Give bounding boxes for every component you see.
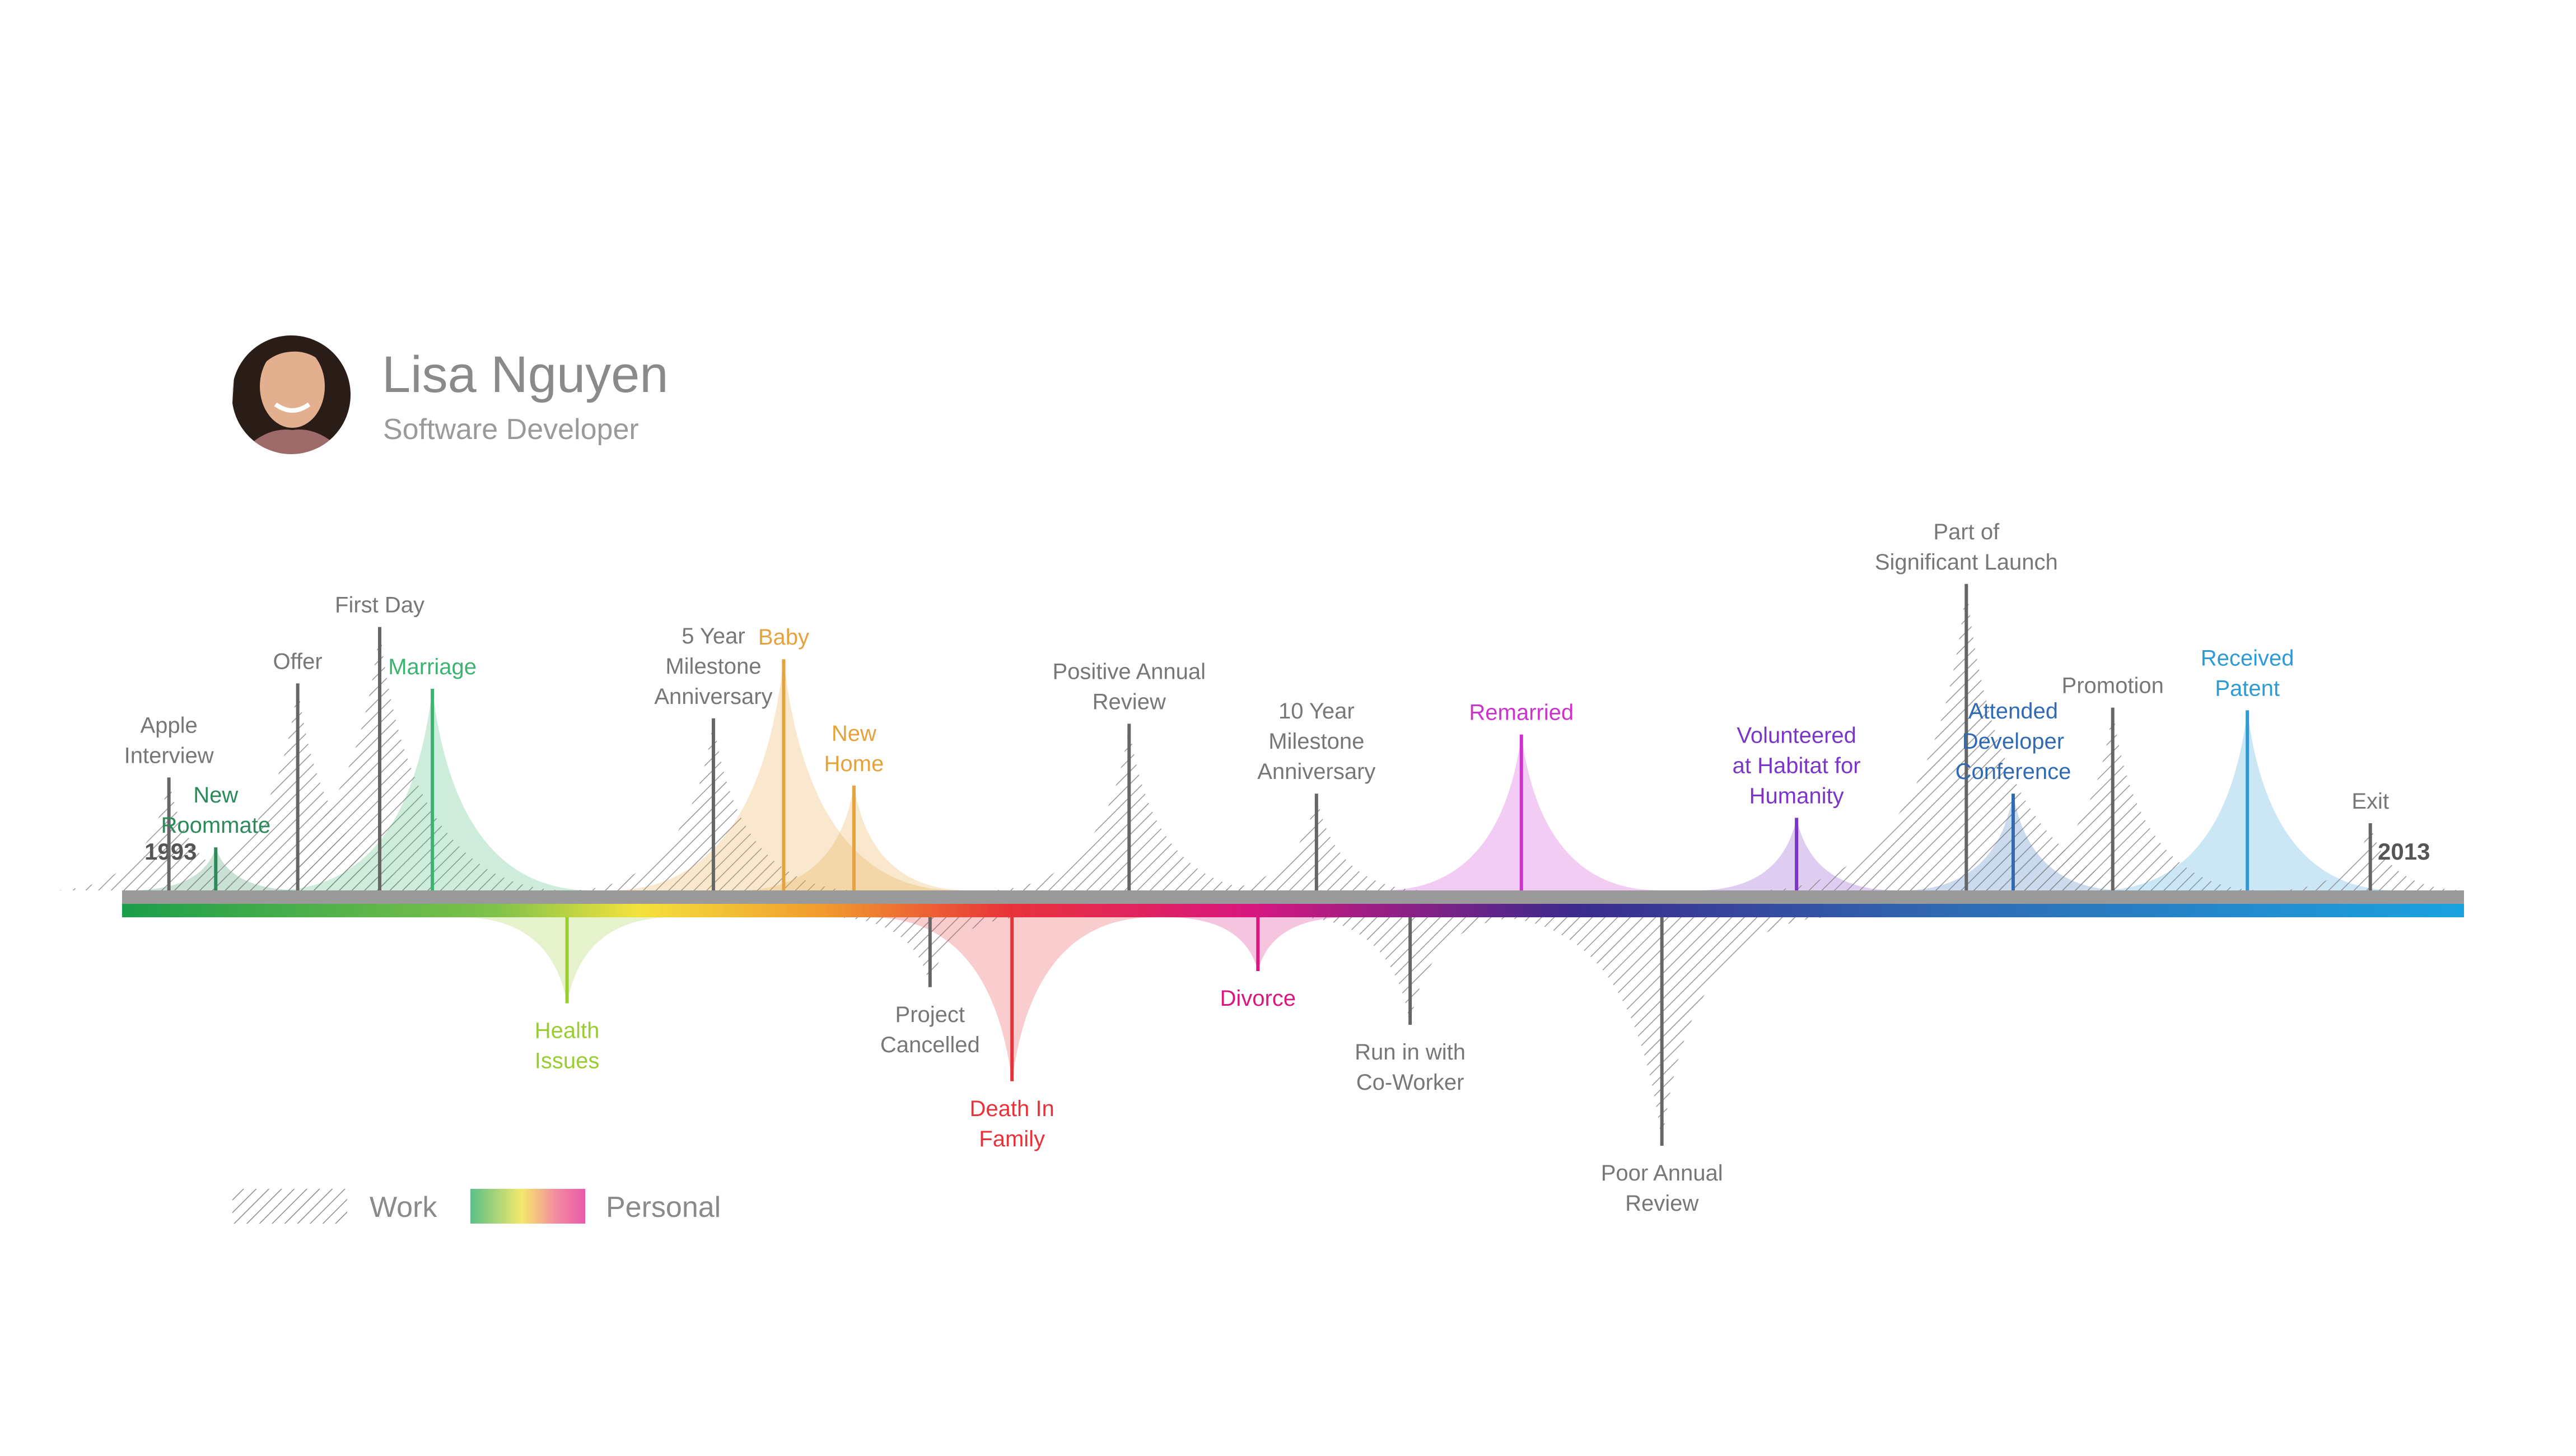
- start-year-label: 1993: [144, 838, 197, 865]
- label-new-home-line-1: New: [832, 721, 876, 746]
- legend-work-label: Work: [370, 1191, 437, 1224]
- label-10-year-milestone-anniversary-line-3: Anniversary: [1257, 759, 1375, 784]
- profile-name: Lisa Nguyen: [382, 346, 668, 403]
- label-new-roommate-line-1: New: [193, 783, 238, 808]
- label-new-roommate-line-2: Roommate: [161, 813, 270, 838]
- label-received-patent-line-1: Received: [2201, 646, 2294, 670]
- label-death-in-family-line-2: Family: [979, 1127, 1045, 1151]
- label-positive-annual-review-line-2: Review: [1093, 689, 1166, 714]
- timeline-axis: 1993 2013: [122, 838, 2464, 917]
- axis-color-band: [122, 904, 2464, 917]
- label-10-year-milestone-anniversary-line-1: 10 Year: [1278, 699, 1355, 724]
- label-volunteered-at-habitat-for-humanity-line-3: Humanity: [1749, 783, 1844, 808]
- label-project-cancelled-line-2: Cancelled: [880, 1033, 980, 1057]
- person-avatar-icon: [232, 335, 351, 454]
- label-run-in-with-co-worker-line-2: Co-Worker: [1356, 1070, 1464, 1095]
- label-new-home-line-2: Home: [824, 752, 884, 776]
- label-apple-interview-line-1: Apple: [140, 713, 197, 738]
- profile-header: Lisa Nguyen Software Developer: [232, 335, 668, 454]
- profile-role: Software Developer: [383, 413, 639, 446]
- label-run-in-with-co-worker-line-1: Run in with: [1355, 1040, 1466, 1065]
- label-exit-line-1: Exit: [2351, 789, 2389, 814]
- label-first-day-line-1: First Day: [335, 593, 424, 618]
- label-apple-interview-line-2: Interview: [124, 743, 214, 768]
- legend: Work Personal: [232, 1189, 721, 1224]
- label-attended-developer-conference-line-1: Attended: [1968, 699, 2058, 724]
- label-promotion-line-1: Promotion: [2062, 674, 2164, 698]
- label-offer-line-1: Offer: [273, 649, 323, 674]
- label-poor-annual-review-line-1: Poor Annual: [1601, 1161, 1723, 1186]
- label-positive-annual-review-line-1: Positive Annual: [1053, 659, 1206, 684]
- label-death-in-family-line-1: Death In: [970, 1096, 1054, 1121]
- legend-personal-swatch: [470, 1189, 585, 1224]
- label-10-year-milestone-anniversary-line-2: Milestone: [1268, 729, 1364, 754]
- legend-personal-label: Personal: [606, 1191, 721, 1224]
- axis-gray-band: [122, 890, 2464, 904]
- label-5-year-milestone-anniversary-line-3: Anniversary: [654, 684, 772, 709]
- label-part-of-significant-launch-line-1: Part of: [1933, 520, 2000, 544]
- label-remarried-line-1: Remarried: [1469, 701, 1574, 725]
- label-poor-annual-review-line-2: Review: [1625, 1191, 1698, 1216]
- label-health-issues-line-2: Issues: [535, 1049, 600, 1074]
- label-baby-line-1: Baby: [758, 625, 809, 650]
- label-volunteered-at-habitat-for-humanity-line-1: Volunteered: [1737, 723, 1856, 748]
- end-year-label: 2013: [2378, 838, 2430, 865]
- label-attended-developer-conference-line-3: Conference: [1956, 759, 2071, 784]
- label-5-year-milestone-anniversary-line-2: Milestone: [665, 654, 761, 679]
- legend-work-swatch: [232, 1189, 347, 1224]
- event-markers: Apple Interview New Roommate Offer First Day M…: [124, 520, 2389, 1216]
- label-received-patent-line-2: Patent: [2215, 676, 2280, 701]
- label-attended-developer-conference-line-2: Developer: [1962, 729, 2064, 754]
- label-5-year-milestone-anniversary-line-1: 5 Year: [682, 624, 745, 648]
- label-part-of-significant-launch-line-2: Significant Launch: [1875, 550, 2058, 575]
- label-project-cancelled-line-1: Project: [895, 1002, 965, 1027]
- label-divorce-line-1: Divorce: [1220, 986, 1296, 1011]
- label-marriage-line-1: Marriage: [388, 655, 477, 679]
- label-volunteered-at-habitat-for-humanity-line-2: at Habitat for: [1733, 753, 1861, 778]
- label-health-issues-line-1: Health: [535, 1019, 600, 1043]
